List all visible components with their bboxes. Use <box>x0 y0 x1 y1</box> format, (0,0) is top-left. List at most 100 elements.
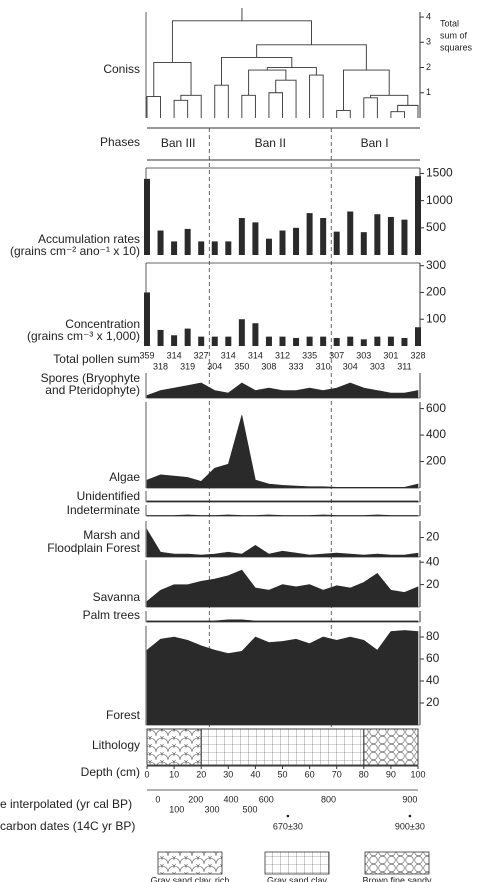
age-label: 300 <box>205 804 220 814</box>
bar <box>293 227 300 255</box>
bar <box>347 336 354 346</box>
bar <box>157 329 164 346</box>
dendrogram-link <box>275 79 297 118</box>
pollen-sum: 333 <box>289 361 304 371</box>
bar <box>211 241 218 255</box>
dendrogram-link <box>397 104 419 118</box>
pollen-sum: 314 <box>221 350 236 360</box>
y-tick-label: 400 <box>426 427 446 441</box>
pollen-sum: 350 <box>234 361 249 371</box>
age-label: 100 <box>169 804 184 814</box>
legend-swatch <box>364 851 430 875</box>
panel-title: Algae <box>109 470 140 484</box>
pollen-sum: 319 <box>180 361 195 371</box>
pollen-sum: 318 <box>153 361 168 371</box>
bar <box>144 178 150 255</box>
bar <box>225 336 232 346</box>
bar <box>415 327 421 346</box>
age-label: 900 <box>402 794 417 804</box>
dendrogram-link <box>343 69 390 111</box>
area <box>146 619 419 623</box>
date-label: 900±30 <box>395 821 425 831</box>
y-tick-label: 80 <box>426 629 440 643</box>
lithology-unit <box>200 728 365 766</box>
y-tick-label: 20 <box>426 530 440 544</box>
legend-swatch <box>264 851 330 875</box>
pollen-sum: 303 <box>356 350 371 360</box>
lithology-unit <box>363 728 419 766</box>
dendrogram-link <box>266 67 317 76</box>
age-label: 500 <box>242 804 257 814</box>
age-label: 800 <box>321 794 336 804</box>
dendrogram-link <box>390 111 405 118</box>
pollen-sum: 312 <box>275 350 290 360</box>
pollen-sum: 327 <box>194 350 209 360</box>
date-marker <box>408 814 412 818</box>
bar <box>184 328 191 346</box>
y-tick-label: 1 <box>426 87 431 97</box>
dendrogram-link <box>153 62 192 97</box>
bar <box>401 337 408 346</box>
bar <box>306 213 313 255</box>
area <box>146 569 419 608</box>
bar <box>320 336 327 346</box>
phase-label: Ban III <box>161 136 196 150</box>
pollen-sum: 307 <box>329 350 344 360</box>
y-tick-label: 20 <box>426 577 440 591</box>
bar <box>320 218 327 255</box>
pollen-sum: 314 <box>248 350 263 360</box>
axis-label: sum of <box>440 30 468 40</box>
y-tick-label: 20 <box>426 695 440 709</box>
pollen-sum: 335 <box>302 350 317 360</box>
area <box>146 382 419 399</box>
bar <box>293 337 300 346</box>
panel-title: Lithology <box>92 738 140 752</box>
pollen-sum: 308 <box>261 361 276 371</box>
panel-title: e interpolated (yr cal BP) <box>0 797 132 811</box>
dendrogram-link <box>221 56 293 86</box>
panel-title: Forest <box>106 708 141 722</box>
panel-title: Accumulation rates <box>38 232 140 246</box>
dendrogram-link <box>363 97 378 118</box>
pollen-sum: 304 <box>343 361 358 371</box>
y-tick-label: 500 <box>426 220 446 234</box>
y-tick-label: 40 <box>426 673 440 687</box>
area <box>146 528 419 558</box>
bar <box>144 292 150 346</box>
panel-title: and Pteridophyte) <box>45 383 140 397</box>
panel-title: Savanna <box>93 590 141 604</box>
bar <box>252 323 259 346</box>
x-tick-label: 70 <box>332 769 342 779</box>
dendrogram-link <box>146 96 161 118</box>
bar <box>238 218 245 255</box>
panel-title: (grains cm⁻² ano⁻¹ x 10) <box>10 244 140 258</box>
phase-label: Ban I <box>361 136 389 150</box>
legend-label: Brown fine sandy <box>362 875 432 882</box>
bar <box>374 336 381 346</box>
bar <box>347 211 354 255</box>
y-tick-label: 300 <box>426 258 446 272</box>
pollen-sum: 304 <box>207 361 222 371</box>
dendrogram-link <box>171 20 312 63</box>
axis-label: squares <box>440 42 473 52</box>
panel-title: Coniss <box>103 62 140 76</box>
bar <box>171 241 178 255</box>
x-tick-label: 80 <box>359 769 369 779</box>
x-tick-label: 50 <box>277 769 287 779</box>
bar <box>198 336 205 346</box>
x-tick-label: 90 <box>386 769 396 779</box>
y-tick-label: 600 <box>426 401 446 415</box>
dendrogram-link <box>180 94 202 118</box>
pollen-sum: 311 <box>397 361 411 371</box>
dendrogram-link <box>336 109 351 118</box>
age-label: 0 <box>155 794 160 804</box>
panel-title: Phases <box>100 135 140 149</box>
x-tick-label: 60 <box>305 769 315 779</box>
panel-title: carbon dates (14C yr BP) <box>0 819 135 833</box>
date-label: 670±30 <box>273 821 303 831</box>
legend-label: Gray sand clay, rich <box>151 875 230 882</box>
bar <box>238 319 245 346</box>
bar <box>157 230 164 255</box>
bar <box>211 336 218 346</box>
panel-title: Depth (cm) <box>81 765 140 779</box>
